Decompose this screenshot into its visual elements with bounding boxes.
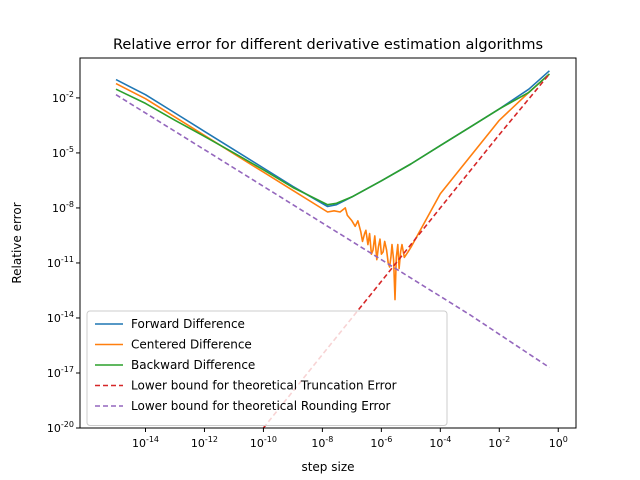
legend: Forward Difference Centered Difference Bac…: [86, 310, 448, 426]
y-tick-label: 10-20: [47, 420, 74, 435]
x-tick-label: 10-14: [132, 435, 159, 450]
series-line-backward-difference: [115, 73, 550, 206]
x-axis-ticks: 10-14 10-12 10-10 10-8 10-6 10-4 10-2 100: [132, 428, 568, 450]
series-layer: [115, 70, 551, 428]
y-tick-label: 10-11: [47, 255, 74, 270]
y-tick-label: 10-5: [52, 145, 74, 160]
y-tick-label: 10-8: [52, 200, 74, 215]
x-tick-label: 10-4: [429, 435, 451, 450]
chart-title: Relative error for different derivative …: [113, 37, 543, 53]
legend-label: Lower bound for theoretical Truncation E…: [131, 379, 397, 393]
legend-label: Lower bound for theoretical Rounding Err…: [131, 399, 391, 413]
legend-label: Centered Difference: [131, 338, 252, 352]
legend-label: Forward Difference: [131, 317, 245, 331]
x-tick-label: 100: [549, 435, 568, 450]
legend-box: [86, 310, 448, 426]
plot-frame: [79, 57, 577, 429]
y-tick-label: 10-2: [52, 90, 74, 105]
y-tick-label: 10-17: [47, 365, 74, 380]
x-tick-label: 10-12: [191, 435, 218, 450]
legend-label: Backward Difference: [131, 358, 255, 372]
x-axis-label: step size: [301, 460, 354, 474]
y-axis-ticks: 10-2 10-5 10-8 10-11 10-14 10-17 10-20: [47, 90, 80, 435]
x-tick-label: 10-2: [488, 435, 510, 450]
x-tick-label: 10-8: [311, 435, 333, 450]
x-tick-label: 10-10: [250, 435, 277, 450]
x-tick-label: 10-6: [370, 435, 392, 450]
y-tick-label: 10-14: [47, 310, 74, 325]
y-axis-label: Relative error: [10, 202, 24, 283]
series-line-lower-bound-for-theoretical-truncation-error: [262, 73, 551, 428]
series-line-lower-bound-for-theoretical-rounding-error: [115, 94, 550, 369]
series-line-centered-difference: [115, 73, 550, 301]
